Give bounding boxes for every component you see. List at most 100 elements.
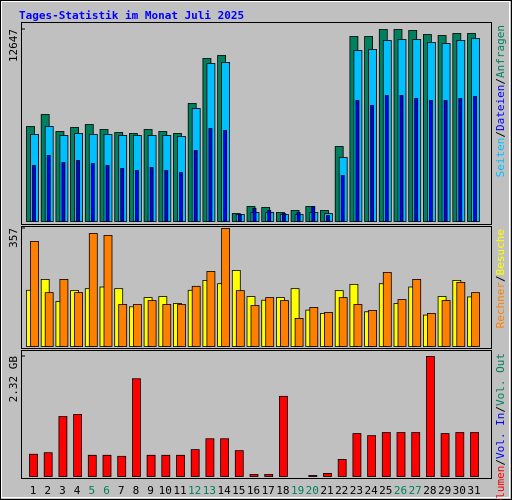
bar: [220, 438, 230, 477]
bar: [117, 455, 127, 477]
legend-separator: /: [494, 406, 507, 413]
x-tick-label: 16: [247, 484, 260, 497]
bar: [471, 292, 480, 347]
bar: [206, 271, 216, 347]
x-tick-label: 22: [335, 484, 348, 497]
bar: [426, 313, 436, 347]
legend: Rechner/Besuche: [494, 229, 507, 328]
legend-entry: Rechner: [494, 282, 507, 329]
bar: [278, 395, 288, 477]
x-tick-label: 21: [320, 484, 333, 497]
x-tick-label: 23: [350, 484, 363, 497]
x-tick-label: 11: [173, 484, 186, 497]
x-tick-label: 14: [217, 484, 231, 497]
bar: [368, 310, 378, 347]
x-tick-label: 25: [379, 484, 392, 497]
x-tick-label: 19: [291, 484, 304, 497]
legend: Seiten/Dateien/Anfragen: [494, 25, 507, 177]
bar: [46, 155, 51, 222]
bar: [120, 168, 125, 222]
x-tick-label: 7: [118, 484, 125, 497]
bar: [324, 312, 333, 347]
x-tick-label: 27: [409, 484, 422, 497]
bar: [223, 130, 228, 222]
x-tick-label: 8: [133, 484, 140, 497]
bar: [473, 96, 477, 222]
legend-entry: Besuche: [494, 229, 507, 275]
bar: [59, 279, 69, 347]
legend-separator: /: [494, 275, 507, 282]
x-tick-label: 12: [188, 484, 201, 497]
bar: [43, 452, 53, 477]
bar: [455, 432, 465, 477]
x-tick-label: 3: [59, 484, 66, 497]
bar: [30, 240, 39, 347]
bar: [221, 228, 231, 347]
bar: [102, 454, 112, 477]
x-tick-label: 5: [88, 484, 95, 497]
bar: [441, 300, 451, 347]
bar: [412, 279, 422, 347]
bar: [411, 432, 421, 477]
bar: [281, 213, 286, 222]
legend-separator: /: [494, 459, 507, 466]
bar: [32, 165, 36, 222]
bar: [73, 414, 82, 477]
bar: [355, 100, 360, 222]
bar: [61, 162, 66, 222]
bar: [131, 378, 141, 477]
chart-title: Tages-Statistik im Monat Juli 2025: [19, 9, 244, 22]
x-tick-label: 28: [423, 484, 436, 497]
x-tick-label: 31: [467, 484, 480, 497]
bar: [382, 272, 392, 347]
legend-entry: Seiten: [494, 138, 507, 178]
bar: [90, 163, 95, 222]
bar: [367, 435, 377, 477]
bar: [340, 175, 345, 222]
bar: [208, 128, 213, 222]
bar: [323, 472, 332, 477]
bar: [265, 297, 275, 347]
bar: [353, 304, 363, 347]
bar: [440, 433, 450, 477]
x-tick-label: 4: [74, 484, 81, 497]
legend-entry: Volumen: [494, 466, 507, 500]
bar: [279, 300, 289, 347]
bar: [74, 292, 83, 347]
bar: [147, 300, 157, 347]
bar: [162, 304, 172, 347]
y-tick-label: 2.32 GB: [7, 356, 20, 403]
bar: [29, 453, 38, 477]
y-tick-label: 12647: [7, 29, 20, 62]
bar: [294, 318, 304, 347]
bar: [308, 475, 318, 477]
bar: [87, 454, 97, 477]
bar: [88, 233, 98, 347]
bar: [176, 454, 185, 477]
legend-entry: Vol. In: [494, 413, 507, 459]
bar: [103, 235, 113, 347]
bar: [428, 100, 433, 222]
bar: [399, 95, 404, 222]
bar: [191, 285, 201, 347]
legend-separator: /: [494, 78, 507, 85]
bar: [105, 165, 110, 222]
bar: [470, 432, 479, 477]
bar: [190, 449, 200, 477]
bar: [337, 459, 347, 477]
bar: [250, 305, 260, 347]
bar: [252, 208, 257, 222]
bar: [235, 290, 245, 347]
bar: [443, 100, 448, 222]
legend-entry: Vol. Out: [494, 353, 507, 406]
bar: [146, 454, 156, 477]
bar: [249, 474, 259, 477]
bar: [396, 432, 406, 477]
legend: Volumen/Vol. In/Vol. Out: [494, 353, 507, 500]
x-tick-label: 30: [453, 484, 466, 497]
x-tick-label: 26: [394, 484, 407, 497]
bar: [76, 160, 80, 222]
bar: [311, 206, 316, 222]
bar: [414, 98, 419, 222]
legend-entry: Anfragen: [494, 25, 507, 78]
